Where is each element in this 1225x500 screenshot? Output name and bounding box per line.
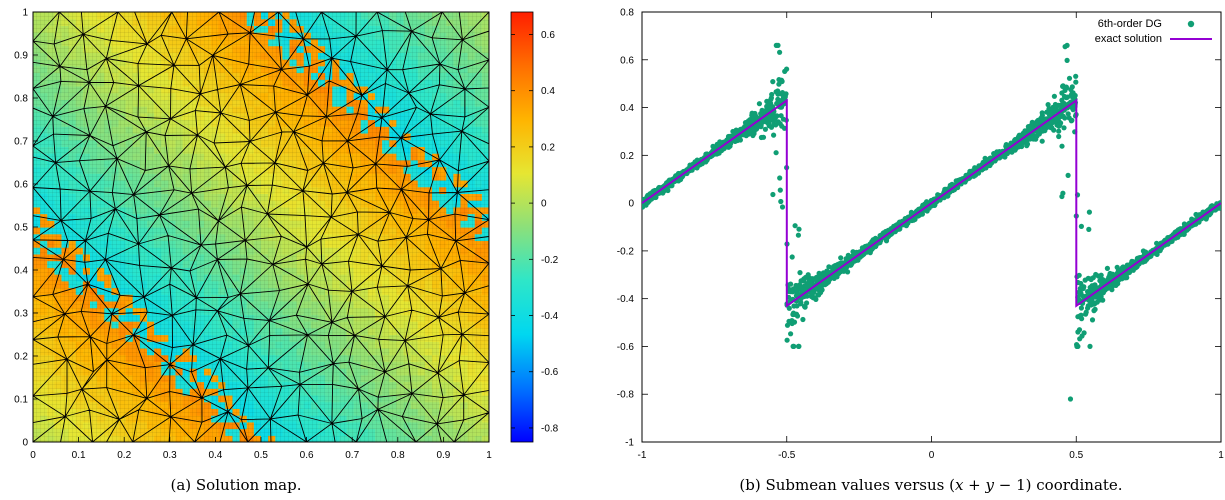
map-y-tick-label: 0.5 <box>14 223 28 234</box>
scatter-y-ticks: 0.8 0.6 0.4 0.2 0 -0.2 -0.4 -0.6 -0.8 -1 <box>617 8 1221 449</box>
dg-point <box>773 150 779 156</box>
colorbar-tick-label: -0.6 <box>541 367 559 378</box>
submean-scatter-panel: -1 -0.5 0 0.5 1 0.8 0.6 0.4 0.2 0 -0.2 -0.4 -0.6 -0.… <box>617 8 1224 495</box>
map-x-tick-label: 0.9 <box>436 450 450 461</box>
caption-a: (a) Solution map. <box>170 476 301 494</box>
scatter-y-tick-label: 0 <box>628 199 634 210</box>
map-y-tick-label: 0.1 <box>14 395 28 406</box>
colorbar-tick-label: 0 <box>541 199 547 210</box>
scatter-x-tick-label: -1 <box>638 450 647 461</box>
dg-point <box>1065 172 1071 178</box>
scatter-y-tick-label: -1 <box>625 438 634 449</box>
colorbar-tick-label: -0.2 <box>541 255 559 266</box>
scatter-x-tick-label: 0 <box>929 450 935 461</box>
dg-point <box>1073 73 1079 79</box>
triangular-mesh <box>33 12 489 442</box>
colorbar-tick-label: 0.6 <box>541 30 555 41</box>
scatter-x-tick-label: 1 <box>1218 450 1224 461</box>
scatter-y-tick-label: 0.6 <box>620 55 634 66</box>
map-y-tick-label: 0.6 <box>14 180 28 191</box>
fine-grid-overlay <box>33 12 489 442</box>
map-y-tick-label: 0.8 <box>14 94 28 105</box>
dg-point <box>1059 143 1065 149</box>
map-x-tick-label: 0.1 <box>72 450 86 461</box>
scatter-x-ticks: -1 -0.5 0 0.5 1 <box>638 12 1224 461</box>
map-y-tick-label: 0 <box>22 438 28 449</box>
dg-point <box>1064 42 1070 49</box>
map-y-tick-label: 0.3 <box>14 309 28 320</box>
dg-point <box>1039 138 1045 144</box>
dg-point <box>1078 305 1084 311</box>
scatter-y-tick-label: 0.8 <box>620 8 634 19</box>
dg-point <box>777 187 783 193</box>
map-x-tick-label: 0.3 <box>163 450 177 461</box>
mesh-edges-path <box>33 12 489 442</box>
scatter-y-tick-label: 0.4 <box>620 103 634 114</box>
scatter-y-tick-label: -0.2 <box>617 246 635 257</box>
colorbar-ticks: 0.6 0.4 0.2 0 -0.2 -0.4 -0.6 -0.8 <box>511 30 559 434</box>
map-x-tick-label: 0.6 <box>300 450 314 461</box>
map-y-tick-label: 0.2 <box>14 352 28 363</box>
map-x-tick-label: 0.4 <box>208 450 222 461</box>
colorbar-tick-label: 0.4 <box>541 86 555 97</box>
dg-point <box>777 175 783 181</box>
map-y-tick-label: 1 <box>22 8 28 19</box>
scatter-frame <box>641 11 1222 443</box>
scatter-y-tick-label: 0.2 <box>620 151 634 162</box>
map-y-tick-label: 0.7 <box>14 137 28 148</box>
solution-map-panel: 0 0.1 0.2 0.3 0.4 0.5 0.6 0.7 0.8 0.9 1 0 0.1 0.2 0.3… <box>14 8 559 495</box>
map-x-tick-label: 0.8 <box>391 450 405 461</box>
scatter-x-tick-label: -0.5 <box>778 450 796 461</box>
map-y-ticks: 0 0.1 0.2 0.3 0.4 0.5 0.6 0.7 0.8 0.9 1 <box>14 8 38 449</box>
scatter-y-tick-label: -0.4 <box>617 294 635 305</box>
scatter-y-tick-label: -0.6 <box>617 342 635 353</box>
map-y-tick-label: 0.4 <box>14 266 28 277</box>
scatter-x-tick-label: 0.5 <box>1069 450 1083 461</box>
dg-point <box>826 264 832 270</box>
colorbar <box>510 11 534 443</box>
map-x-tick-label: 0.7 <box>345 450 359 461</box>
colorbar-tick-label: -0.4 <box>541 311 559 322</box>
dg-point <box>778 198 784 205</box>
map-x-tick-label: 0.2 <box>117 450 131 461</box>
colorbar-tick-label: -0.8 <box>541 423 559 434</box>
scatter-y-tick-label: -0.8 <box>617 390 635 401</box>
map-x-ticks: 0 0.1 0.2 0.3 0.4 0.5 0.6 0.7 0.8 0.9 1 <box>30 437 492 461</box>
map-y-tick-label: 0.9 <box>14 51 28 62</box>
map-x-tick-label: 0 <box>30 450 36 461</box>
map-x-tick-label: 1 <box>486 450 492 461</box>
map-x-tick-label: 0.5 <box>254 450 268 461</box>
colorbar-tick-label: 0.2 <box>541 142 555 153</box>
